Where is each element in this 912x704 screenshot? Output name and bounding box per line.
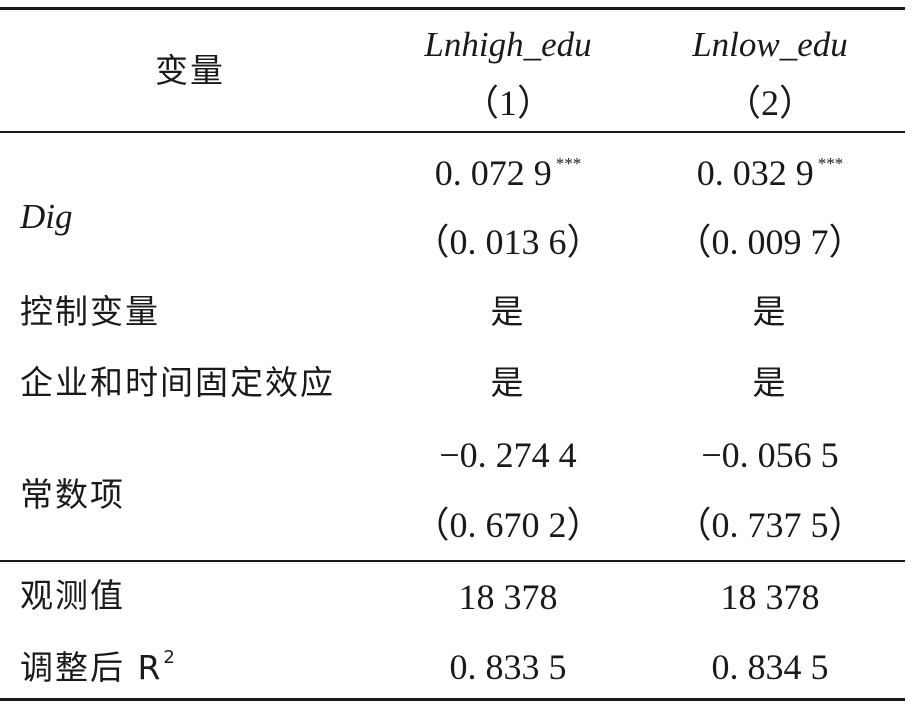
stats-rule xyxy=(0,560,905,562)
constant-col2-coef: −0. 056 5 xyxy=(701,435,839,475)
dig-col2-se: （0. 009 7） xyxy=(675,222,865,262)
adj-r2-col1: 0. 833 5 xyxy=(449,647,567,687)
significance-stars: *** xyxy=(817,154,844,173)
header-col1-name: Lnhigh_edu xyxy=(424,25,592,64)
fixed-effects-col1: 是 xyxy=(490,363,526,402)
controls-col1: 是 xyxy=(490,292,526,331)
header-col2-number: （2） xyxy=(724,83,816,123)
coef-value: 0. 072 9 xyxy=(434,153,552,193)
row-label-controls: 控制变量 xyxy=(20,292,160,331)
header-variable: 变量 xyxy=(155,51,225,90)
constant-col1-coef: −0. 274 4 xyxy=(439,435,577,475)
row-label-dig: Dig xyxy=(20,197,73,236)
adj-r2-label: 调整后 R xyxy=(20,648,163,687)
coef-value: 0. 032 9 xyxy=(696,153,814,193)
controls-col2: 是 xyxy=(752,292,788,331)
header-rule xyxy=(0,131,905,133)
row-label-observations: 观测值 xyxy=(20,576,125,615)
header-col2-name: Lnlow_edu xyxy=(692,25,848,64)
bottom-rule xyxy=(0,698,905,701)
row-label-constant: 常数项 xyxy=(20,475,125,514)
row-label-adj-r2: 调整后 R2 xyxy=(20,647,177,687)
significance-stars: *** xyxy=(555,154,582,173)
header-col1-number: （1） xyxy=(462,83,554,123)
dig-col2-coef: 0. 032 9 *** xyxy=(697,155,844,191)
observations-col2: 18 378 xyxy=(720,577,820,617)
top-rule xyxy=(0,7,905,10)
constant-col1-se: （0. 670 2） xyxy=(413,505,603,545)
constant-col2-se: （0. 737 5） xyxy=(675,505,865,545)
row-label-fixed-effects: 企业和时间固定效应 xyxy=(20,363,335,402)
fixed-effects-col2: 是 xyxy=(752,363,788,402)
dig-col1-coef: 0. 072 9 *** xyxy=(435,155,582,191)
r2-superscript: 2 xyxy=(163,647,177,668)
adj-r2-col2: 0. 834 5 xyxy=(711,647,829,687)
dig-col1-se: （0. 013 6） xyxy=(413,222,603,262)
observations-col1: 18 378 xyxy=(458,577,558,617)
